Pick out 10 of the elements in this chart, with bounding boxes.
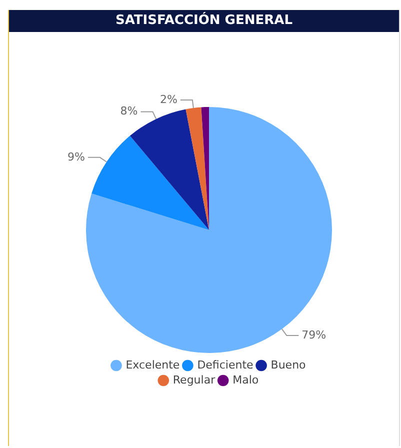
data-label: 79% xyxy=(302,328,326,342)
data-label: 2% xyxy=(160,92,178,106)
data-label: 8% xyxy=(120,104,138,118)
legend-label: Regular xyxy=(172,373,216,386)
legend-label: Malo xyxy=(232,373,259,386)
chart-title: SATISFACCIÓN GENERAL xyxy=(9,10,399,32)
legend-label: Bueno xyxy=(270,358,306,372)
legend-label: Excelente xyxy=(126,358,180,372)
legend-label: Deficiente xyxy=(197,358,254,372)
data-label: 9% xyxy=(67,150,85,164)
